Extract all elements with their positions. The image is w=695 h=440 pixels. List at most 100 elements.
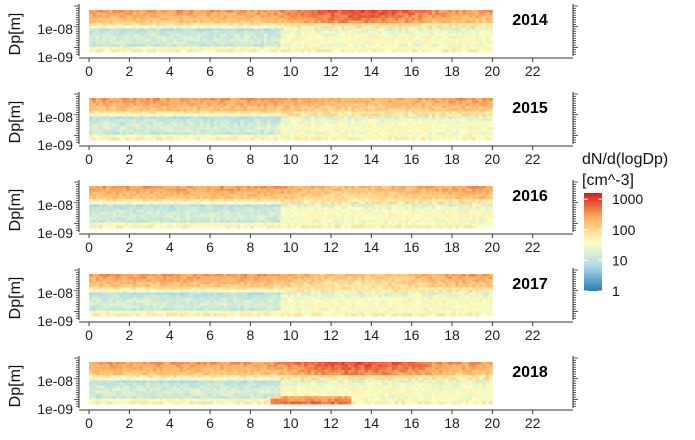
- heatmap-cell: [381, 196, 386, 200]
- heatmap-cell: [404, 126, 409, 130]
- heatmap-cell: [236, 193, 241, 197]
- heatmap-cell: [99, 98, 103, 102]
- heatmap-cell: [320, 15, 325, 19]
- heatmap-cell: [297, 191, 302, 195]
- heatmap-cell: [300, 33, 305, 37]
- heatmap-cell: [334, 191, 339, 195]
- heatmap-cell: [156, 105, 161, 109]
- heatmap-cell: [307, 108, 312, 112]
- heatmap-cell: [280, 132, 285, 136]
- heatmap-cell: [297, 98, 302, 102]
- heatmap-cell: [122, 191, 127, 195]
- heatmap-cell: [169, 20, 174, 24]
- heatmap-cell: [233, 25, 238, 29]
- heatmap-cell: [458, 113, 463, 117]
- heatmap-cell: [173, 132, 177, 136]
- heatmap-cell: [196, 38, 201, 42]
- heatmap-cell: [223, 28, 228, 32]
- heatmap-cell: [374, 31, 379, 35]
- heatmap-cell: [236, 15, 241, 19]
- heatmap-cell: [415, 38, 419, 42]
- heatmap-cell: [371, 103, 376, 107]
- heatmap-cell: [445, 10, 450, 14]
- heatmap-cell: [488, 20, 493, 24]
- heatmap-cell: [206, 98, 211, 102]
- heatmap-cell: [95, 199, 100, 203]
- heatmap-cell: [381, 36, 386, 40]
- heatmap-cell: [109, 116, 113, 120]
- heatmap-cell: [156, 196, 161, 200]
- heatmap-cell: [273, 121, 278, 125]
- heatmap-cell: [300, 46, 305, 50]
- heatmap-cell: [156, 15, 161, 19]
- heatmap-cell: [478, 188, 483, 192]
- heatmap-cell: [152, 191, 157, 195]
- heatmap-cell: [159, 113, 164, 117]
- heatmap-cell: [99, 134, 103, 138]
- heatmap-cell: [129, 196, 134, 200]
- heatmap-cell: [105, 31, 110, 35]
- heatmap-cell: [193, 41, 198, 45]
- heatmap-cell: [371, 105, 376, 109]
- heatmap-cell: [176, 10, 181, 14]
- heatmap-cell: [378, 199, 382, 203]
- heatmap-cell: [173, 10, 177, 14]
- heatmap-cell: [250, 103, 255, 107]
- heatmap-cell: [324, 134, 329, 138]
- heatmap-cell: [378, 25, 382, 29]
- heatmap-cell: [267, 132, 271, 136]
- heatmap-cell: [267, 199, 271, 203]
- heatmap-cell: [247, 28, 251, 32]
- heatmap-cell: [112, 204, 117, 208]
- heatmap-cell: [378, 31, 382, 35]
- heatmap-cell: [300, 134, 305, 138]
- heatmap-cell: [142, 41, 147, 45]
- heatmap-cell: [411, 23, 416, 27]
- heatmap-cell: [411, 134, 416, 138]
- heatmap-cell: [465, 188, 470, 192]
- heatmap-cell: [115, 191, 120, 195]
- heatmap-cell: [428, 31, 433, 35]
- heatmap-cell: [351, 12, 355, 16]
- heatmap-cell: [324, 201, 329, 205]
- heatmap-cell: [368, 100, 372, 104]
- heatmap-cell: [203, 196, 208, 200]
- heatmap-cell: [341, 126, 345, 130]
- heatmap-cell: [206, 124, 211, 128]
- heatmap-cell: [163, 137, 167, 141]
- heatmap-cell: [126, 134, 130, 138]
- heatmap-cell: [357, 188, 362, 192]
- heatmap-cell: [122, 204, 127, 208]
- heatmap-cell: [240, 100, 245, 104]
- heatmap-cell: [132, 207, 137, 211]
- heatmap-cell: [327, 33, 332, 37]
- heatmap-cell: [314, 100, 318, 104]
- heatmap-cell: [371, 137, 376, 141]
- heatmap-cell: [233, 134, 238, 138]
- heatmap-cell: [210, 100, 214, 104]
- heatmap-cell: [122, 28, 127, 32]
- heatmap-cell: [324, 10, 329, 14]
- heatmap-cell: [142, 44, 147, 48]
- heatmap-cell: [384, 126, 389, 130]
- heatmap-cell: [193, 121, 198, 125]
- heatmap-cell: [384, 38, 389, 42]
- heatmap-cell: [337, 134, 342, 138]
- heatmap-cell: [142, 134, 147, 138]
- heatmap-cell: [193, 188, 198, 192]
- heatmap-cell: [99, 41, 103, 45]
- heatmap-cell: [455, 25, 460, 29]
- heatmap-cell: [431, 23, 436, 27]
- heatmap-cell: [448, 100, 453, 104]
- heatmap-cell: [213, 33, 218, 37]
- heatmap-cell: [331, 31, 335, 35]
- heatmap-cell: [193, 132, 198, 136]
- heatmap-cell: [132, 201, 137, 205]
- heatmap-cell: [374, 98, 379, 102]
- heatmap-cell: [347, 20, 352, 24]
- heatmap-cell: [485, 119, 490, 123]
- heatmap-cell: [455, 100, 460, 104]
- heatmap-cell: [418, 116, 423, 120]
- heatmap-cell: [344, 12, 349, 16]
- heatmap-cell: [176, 126, 181, 130]
